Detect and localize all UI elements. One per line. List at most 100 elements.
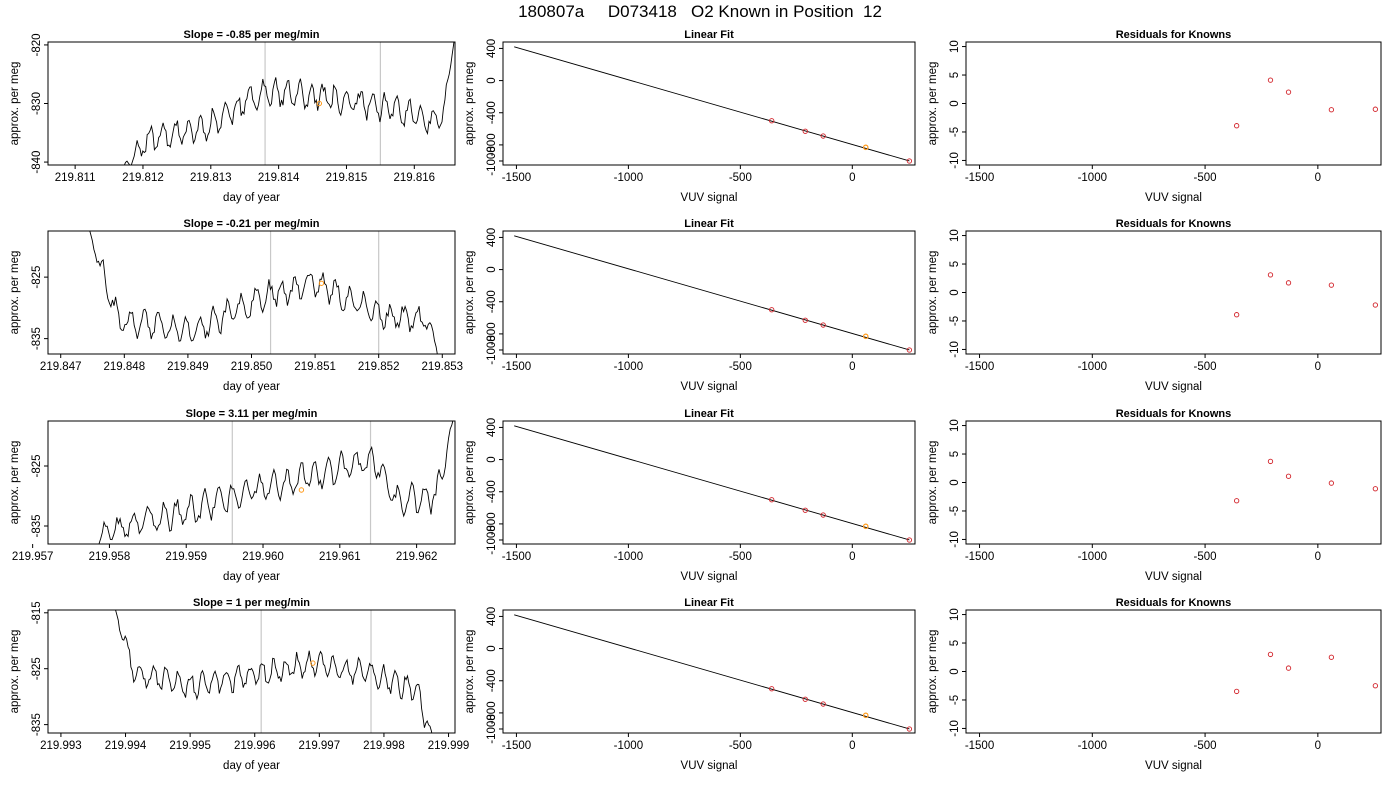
panel-residuals: Residuals for Knowns -1500 -1000 -500 0 -10 -5… xyxy=(927,408,1382,583)
plot-frame xyxy=(502,230,916,355)
x-tick-label: -1500 xyxy=(965,551,994,563)
y-axis-label: approx. per meg xyxy=(464,251,476,335)
y-tick-label: -400 xyxy=(486,669,498,692)
data-point xyxy=(1234,688,1240,695)
highlight-point xyxy=(862,712,869,719)
data-point xyxy=(1328,480,1335,486)
data-point xyxy=(802,507,808,513)
y-tick-label: 10 xyxy=(949,608,961,621)
data-point xyxy=(820,133,826,139)
panel-timeseries: Slope = -0.21 per meg/min 219.847 219.848 2… xyxy=(9,218,463,393)
x-tick-label: 219.959 xyxy=(165,551,207,563)
data-point xyxy=(1372,302,1379,308)
x-tick-label: 219.851 xyxy=(294,361,336,373)
data-point xyxy=(769,118,775,124)
x-tick-label: -1000 xyxy=(1078,172,1107,184)
x-tick-label: 0 xyxy=(1315,551,1321,563)
x-axis-label: day of year xyxy=(223,381,280,393)
x-axis-label: VUV signal xyxy=(681,192,738,204)
y-tick-label: -800 xyxy=(486,133,498,156)
x-tick-label: -500 xyxy=(729,740,752,752)
x-tick-label: -1000 xyxy=(614,172,643,184)
fit-line xyxy=(514,46,910,162)
x-tick-label: 0 xyxy=(849,361,855,373)
data-point xyxy=(1285,89,1292,95)
x-tick-label: 219.814 xyxy=(258,172,300,184)
fit-line xyxy=(514,235,910,351)
y-tick-label: 0 xyxy=(949,479,961,485)
panel-timeseries: Slope = -0.85 per meg/min 219.811 219.812 2… xyxy=(9,29,456,204)
data-series-line xyxy=(115,610,433,733)
y-tick-label: -400 xyxy=(486,480,498,503)
fit-line xyxy=(514,614,910,730)
x-tick-label: 0 xyxy=(1315,172,1321,184)
data-point xyxy=(1267,458,1274,465)
y-tick-label: -800 xyxy=(486,512,498,535)
y-tick-label: 400 xyxy=(486,418,498,437)
panel-timeseries: Slope = 1 per meg/min 219.993 219.994 219.9… xyxy=(9,597,469,772)
x-tick-label: -1500 xyxy=(965,361,994,373)
y-tick-label: 0 xyxy=(949,100,961,106)
y-tick-label: -800 xyxy=(486,701,498,724)
y-tick-label: -5 xyxy=(949,127,961,137)
x-tick-label: -500 xyxy=(1194,740,1217,752)
data-series-line xyxy=(123,42,455,165)
plot-frame xyxy=(502,41,916,166)
data-point xyxy=(1328,654,1335,660)
x-axis-label: day of year xyxy=(223,571,280,583)
y-tick-label: 0 xyxy=(486,456,498,462)
data-point xyxy=(1328,282,1335,288)
x-tick-label: -1000 xyxy=(1078,551,1107,563)
y-tick-label: -840 xyxy=(31,151,43,174)
x-tick-label: 219.852 xyxy=(358,361,400,373)
panel-title: Residuals for Knowns xyxy=(1116,597,1232,609)
x-axis-label: day of year xyxy=(223,192,280,204)
data-point xyxy=(820,322,826,328)
y-axis-label: approx. per meg xyxy=(9,251,21,335)
y-tick-label: 5 xyxy=(949,72,961,78)
figure-title: 180807a D073418 O2 Known in Position 12 xyxy=(518,2,882,21)
y-axis-label: approx. per meg xyxy=(927,251,939,335)
x-tick-label: 219.849 xyxy=(167,361,209,373)
y-tick-label: -1000 xyxy=(486,714,498,743)
x-tick-label: 0 xyxy=(849,551,855,563)
x-axis-label: VUV signal xyxy=(681,571,738,583)
panel-title: Slope = 1 per meg/min xyxy=(193,597,310,609)
highlight-point xyxy=(862,144,869,151)
data-point xyxy=(769,686,775,692)
y-tick-label: 5 xyxy=(949,640,961,646)
data-point xyxy=(1372,683,1379,689)
data-point xyxy=(820,701,826,707)
y-axis-label: approx. per meg xyxy=(927,62,939,146)
x-tick-label: -500 xyxy=(729,551,752,563)
panel-title: Residuals for Knowns xyxy=(1116,408,1232,420)
y-tick-label: -5 xyxy=(949,695,961,705)
data-point xyxy=(769,307,775,313)
data-point xyxy=(906,347,913,353)
highlight-point xyxy=(316,100,323,107)
y-tick-label: 10 xyxy=(949,229,961,242)
y-tick-label: 0 xyxy=(949,668,961,674)
x-tick-label: -1500 xyxy=(502,740,531,752)
x-tick-label: 0 xyxy=(849,740,855,752)
y-tick-label: -825 xyxy=(31,657,43,680)
x-tick-label: 219.999 xyxy=(428,740,470,752)
data-point xyxy=(1267,77,1274,83)
y-tick-label: 400 xyxy=(486,607,498,626)
plot-frame xyxy=(965,420,1382,545)
y-tick-label: 5 xyxy=(949,451,961,457)
panel-title: Slope = 3.11 per meg/min xyxy=(186,408,318,420)
x-tick-label: 219.957 xyxy=(12,551,54,563)
x-tick-label: 219.993 xyxy=(40,740,82,752)
y-axis-label: approx. per meg xyxy=(927,441,939,525)
panel-residuals: Residuals for Knowns -1500 -1000 -500 0 -10 -5… xyxy=(927,218,1382,393)
x-tick-label: 219.961 xyxy=(319,551,361,563)
data-point xyxy=(1234,498,1240,504)
y-tick-label: -835 xyxy=(31,327,43,350)
y-axis-label: approx. per meg xyxy=(9,441,21,525)
y-axis-label: approx. per meg xyxy=(927,630,939,714)
y-tick-label: -10 xyxy=(949,341,961,358)
data-point xyxy=(1372,486,1379,492)
data-point xyxy=(1267,651,1274,658)
